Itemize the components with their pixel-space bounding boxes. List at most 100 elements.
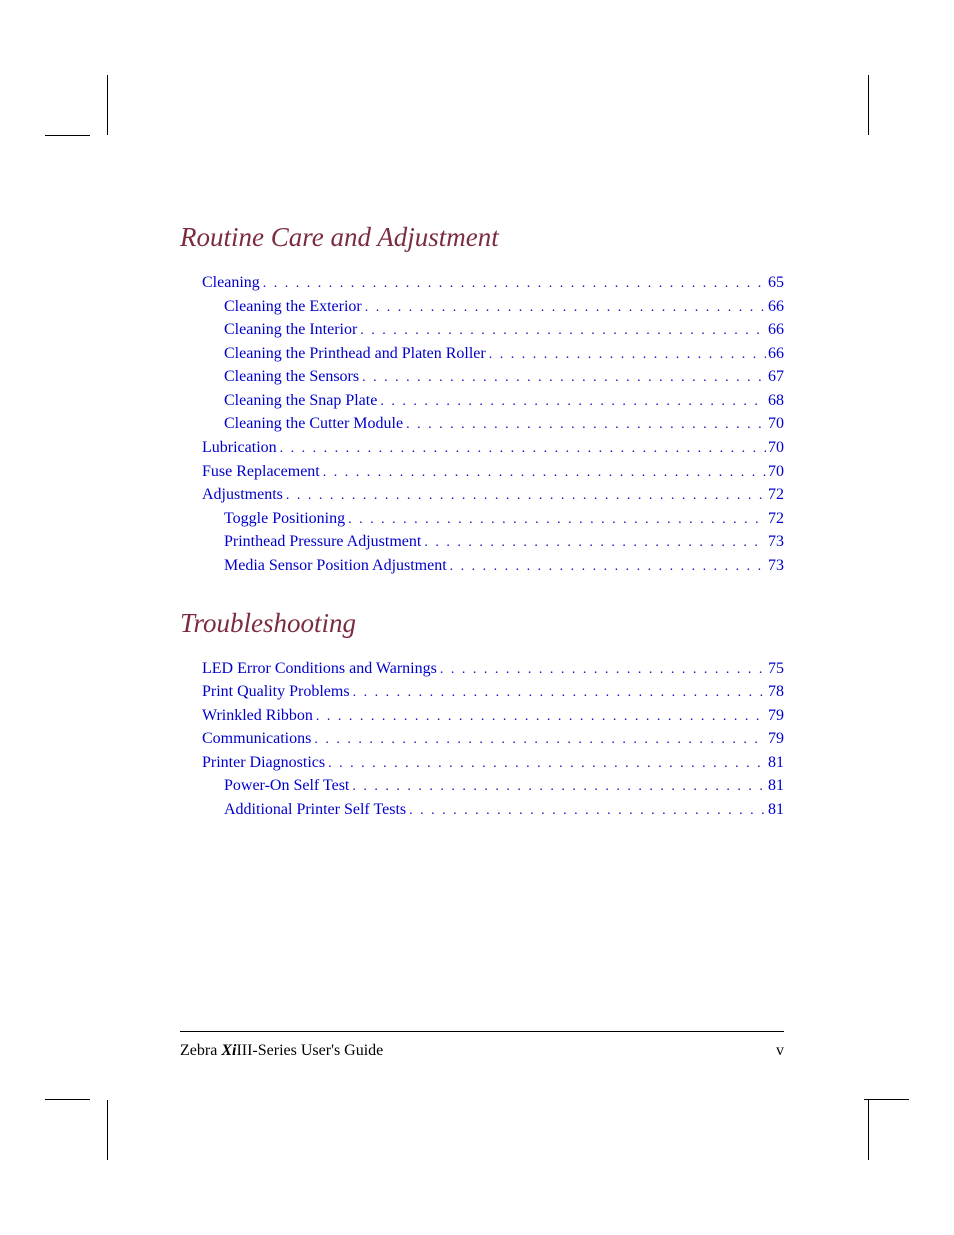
toc-leader-dots [320,463,766,484]
footer-row: Zebra XiIII-Series User's Guide v [180,1042,784,1060]
toc-entry-label: Cleaning [202,271,260,295]
footer-brand-suffix: III-Series User's Guide [236,1042,383,1059]
toc-entry-label: Cleaning the Exterior [224,295,362,319]
toc-entry-label: Print Quality Problems [202,680,350,704]
toc-entry-label: LED Error Conditions and Warnings [202,657,437,681]
toc-entry-page: 81 [766,751,784,775]
toc-entry-label: Wrinkled Ribbon [202,704,313,728]
toc-entry-page: 75 [766,657,784,681]
toc-leader-dots [357,321,766,342]
toc-leader-dots [260,274,766,295]
footer-page-number: v [776,1042,784,1060]
toc-entry[interactable]: Fuse Replacement 70 [202,460,784,484]
toc-entry-page: 78 [766,680,784,704]
toc-entry-page: 73 [766,554,784,578]
toc-entry-page: 66 [766,342,784,366]
section-title: Routine Care and Adjustment [180,222,784,253]
toc-list: LED Error Conditions and Warnings75Print… [202,657,784,822]
toc-entry-label: Cleaning the Snap Plate [224,389,377,413]
toc-entry[interactable]: Cleaning the Printhead and Platen Roller… [202,342,784,366]
footer-rule [180,1031,784,1032]
toc-entry[interactable]: Media Sensor Position Adjustment 73 [202,554,784,578]
toc-entry-label: Printhead Pressure Adjustment [224,530,421,554]
toc-entry-page: 65 [766,271,784,295]
toc-entry-page: 70 [766,436,784,460]
toc-leader-dots [325,754,766,775]
toc-entry[interactable]: Lubrication 70 [202,436,784,460]
toc-entry-page: 72 [766,507,784,531]
toc-entry-page: 70 [766,460,784,484]
crop-mark [864,1099,909,1100]
footer-brand-prefix: Zebra [180,1042,221,1059]
toc-leader-dots [311,730,766,751]
document-page: Routine Care and AdjustmentCleaning65Cle… [0,0,954,1235]
toc-entry-page: 67 [766,365,784,389]
toc-entry-page: 66 [766,295,784,319]
toc-entry-label: Cleaning the Interior [224,318,357,342]
footer-title: Zebra XiIII-Series User's Guide [180,1042,383,1060]
toc-entry-page: 66 [766,318,784,342]
toc-leader-dots [362,298,766,319]
toc-entry-label: Fuse Replacement [202,460,320,484]
toc-leader-dots [437,660,766,681]
toc-leader-dots [421,533,766,554]
toc-entry[interactable]: Cleaning the Snap Plate 68 [202,389,784,413]
toc-entry-page: 81 [766,798,784,822]
toc-entry-label: Media Sensor Position Adjustment [224,554,447,578]
toc-leader-dots [349,777,766,798]
toc-entry-label: Additional Printer Self Tests [224,798,406,822]
crop-mark [868,1100,869,1160]
toc-leader-dots [377,392,766,413]
page-footer: Zebra XiIII-Series User's Guide v [180,1031,784,1060]
crop-mark [107,1100,108,1160]
toc-entry[interactable]: Cleaning the Exterior 66 [202,295,784,319]
toc-leader-dots [345,510,766,531]
toc-leader-dots [283,486,766,507]
toc-entry-label: Adjustments [202,483,283,507]
toc-entry[interactable]: Cleaning the Interior 66 [202,318,784,342]
toc-list: Cleaning65Cleaning the Exterior66Cleanin… [202,271,784,578]
toc-leader-dots [403,415,766,436]
toc-entry[interactable]: Toggle Positioning 72 [202,507,784,531]
crop-mark [45,135,90,136]
toc-entry-label: Lubrication [202,436,277,460]
toc-leader-dots [486,345,766,366]
toc-entry[interactable]: Power-On Self Test 81 [202,774,784,798]
section-title: Troubleshooting [180,608,784,639]
toc-entry-label: Cleaning the Sensors [224,365,359,389]
toc-entry[interactable]: Adjustments 72 [202,483,784,507]
toc-entry-page: 81 [766,774,784,798]
toc-entry[interactable]: LED Error Conditions and Warnings 75 [202,657,784,681]
toc-entry[interactable]: Printer Diagnostics 81 [202,751,784,775]
toc-entry-label: Toggle Positioning [224,507,345,531]
toc-entry-page: 73 [766,530,784,554]
toc-entry-label: Communications [202,727,311,751]
crop-mark [107,75,108,135]
toc-entry[interactable]: Printhead Pressure Adjustment 73 [202,530,784,554]
crop-mark [868,75,869,135]
toc-leader-dots [359,368,766,389]
toc-content: Routine Care and AdjustmentCleaning65Cle… [180,222,784,852]
toc-entry-page: 70 [766,412,784,436]
toc-entry-page: 79 [766,704,784,728]
toc-entry-page: 72 [766,483,784,507]
toc-leader-dots [313,707,766,728]
toc-entry-label: Printer Diagnostics [202,751,325,775]
toc-entry-page: 68 [766,389,784,413]
toc-entry[interactable]: Additional Printer Self Tests 81 [202,798,784,822]
crop-mark [45,1099,90,1100]
toc-entry[interactable]: Cleaning 65 [202,271,784,295]
toc-entry[interactable]: Communications 79 [202,727,784,751]
toc-entry[interactable]: Cleaning the Sensors 67 [202,365,784,389]
toc-entry-label: Cleaning the Printhead and Platen Roller [224,342,486,366]
toc-leader-dots [277,439,766,460]
toc-entry[interactable]: Cleaning the Cutter Module 70 [202,412,784,436]
toc-leader-dots [350,683,766,704]
toc-entry-label: Power-On Self Test [224,774,349,798]
toc-entry-label: Cleaning the Cutter Module [224,412,403,436]
toc-entry[interactable]: Wrinkled Ribbon 79 [202,704,784,728]
toc-entry-page: 79 [766,727,784,751]
toc-entry[interactable]: Print Quality Problems 78 [202,680,784,704]
footer-brand-xi: Xi [221,1042,236,1059]
toc-leader-dots [447,557,766,578]
